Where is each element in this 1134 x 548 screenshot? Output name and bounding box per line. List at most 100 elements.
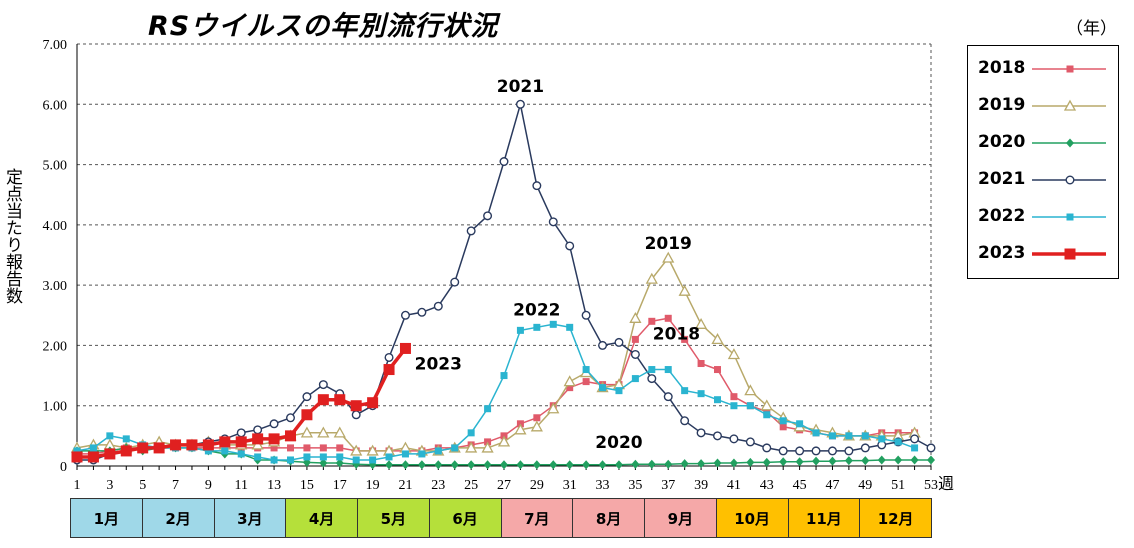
data-point-2018	[303, 444, 311, 452]
data-point-2018	[648, 317, 656, 325]
data-point-2022	[582, 366, 590, 374]
data-point-2021	[680, 416, 690, 426]
data-point-2020	[877, 455, 886, 465]
data-point-2022	[467, 429, 475, 437]
data-point-2019	[350, 444, 363, 456]
series-2023	[71, 342, 411, 463]
data-point-2021	[318, 380, 328, 390]
data-point-2021	[696, 428, 706, 438]
data-point-2019	[300, 426, 314, 438]
series-annotation: 2018	[653, 324, 700, 344]
data-point-2021	[532, 181, 542, 191]
x-tick-label: 23	[431, 478, 445, 493]
data-point-2021	[926, 443, 936, 453]
data-point-2020	[401, 460, 410, 470]
data-point-2019	[744, 384, 757, 396]
data-point-2020	[861, 456, 870, 466]
data-point-2021	[515, 99, 525, 109]
data-point-2023	[87, 451, 99, 463]
month-bar: 1月 2月 3月 4月 5月 6月 7月 8月 9月 10月 11月 12月	[70, 498, 932, 538]
data-point-2023	[104, 448, 116, 460]
data-point-2018	[270, 444, 278, 452]
data-point-2022	[796, 420, 804, 428]
data-point-2022	[516, 326, 524, 334]
data-point-2022	[681, 387, 689, 395]
data-point-2021	[598, 340, 608, 350]
series-2022	[73, 320, 919, 464]
data-point-2020	[927, 455, 935, 465]
data-point-2022	[418, 450, 426, 458]
data-point-2019	[547, 402, 560, 414]
legend: 2018 2019 2020 2021 2022 2023	[967, 45, 1119, 279]
data-point-2021	[351, 410, 361, 420]
data-point-2020	[729, 458, 738, 468]
legend-item-2019: 2019	[968, 91, 1118, 121]
data-point-2022	[369, 456, 377, 464]
data-point-2023	[268, 433, 280, 445]
series-2018	[73, 314, 919, 458]
data-point-2020	[828, 456, 837, 466]
data-point-2021	[614, 337, 624, 347]
x-tick-label: 29	[530, 478, 544, 493]
data-point-2019	[465, 441, 478, 453]
data-point-2021	[910, 434, 920, 444]
x-tick-label: 33	[596, 478, 610, 493]
data-point-2019	[366, 444, 379, 456]
data-point-2022	[648, 366, 656, 374]
data-point-2021	[466, 226, 476, 236]
x-tick-label: 41	[727, 478, 741, 493]
data-point-2020	[631, 459, 640, 469]
data-point-2018	[287, 444, 294, 452]
month-cell: 3月	[213, 498, 287, 538]
data-point-2022	[336, 453, 344, 461]
x-tick-label: 27	[497, 478, 511, 493]
x-tick-label: 37	[661, 478, 675, 493]
data-point-2022	[861, 432, 869, 440]
legend-label: 2018	[978, 58, 1026, 78]
data-point-2019	[678, 284, 691, 296]
series-annotation: 2022	[513, 300, 560, 320]
series-line-2022	[76, 323, 915, 461]
data-point-2022	[204, 447, 212, 455]
data-point-2020	[894, 455, 903, 465]
data-point-2022	[599, 384, 607, 392]
data-point-2020	[582, 460, 591, 470]
legend-swatch	[1032, 248, 1106, 260]
data-point-2022	[352, 456, 360, 464]
data-point-2020	[762, 457, 771, 467]
month-cell: 6月	[428, 498, 502, 538]
y-tick-label: 6.00	[43, 98, 68, 113]
data-point-2022	[254, 453, 262, 461]
data-point-2021	[400, 310, 410, 320]
data-point-2022	[287, 456, 294, 464]
data-point-2021	[713, 431, 723, 441]
data-point-2022	[434, 447, 442, 455]
data-point-2022	[828, 432, 836, 440]
legend-label: 2019	[978, 95, 1026, 115]
data-point-2021	[630, 349, 640, 359]
data-point-2020	[910, 455, 919, 465]
data-point-2021	[647, 374, 657, 384]
data-point-2018	[533, 414, 541, 422]
data-point-2018	[336, 444, 344, 452]
data-point-2020	[795, 457, 804, 467]
data-point-2022	[385, 453, 393, 461]
x-tick-label: 25	[464, 478, 478, 493]
data-point-2021	[663, 392, 673, 402]
x-tick-label: 21	[398, 478, 412, 493]
data-point-2023	[71, 451, 83, 463]
data-point-2022	[549, 320, 557, 328]
x-tick-label: 35	[628, 478, 642, 493]
data-point-2018	[664, 314, 672, 322]
data-point-2022	[221, 447, 229, 455]
data-point-2020	[746, 457, 755, 467]
data-point-2020	[680, 459, 689, 469]
y-tick-label: 7.00	[43, 38, 68, 53]
data-point-2023	[202, 439, 214, 451]
data-point-2023	[219, 436, 231, 448]
x-tick-label: 17	[333, 478, 347, 493]
legend-marker	[1065, 175, 1075, 185]
data-point-2023	[170, 439, 182, 451]
data-point-2023	[399, 342, 411, 354]
x-tick-label: 47	[825, 478, 839, 493]
